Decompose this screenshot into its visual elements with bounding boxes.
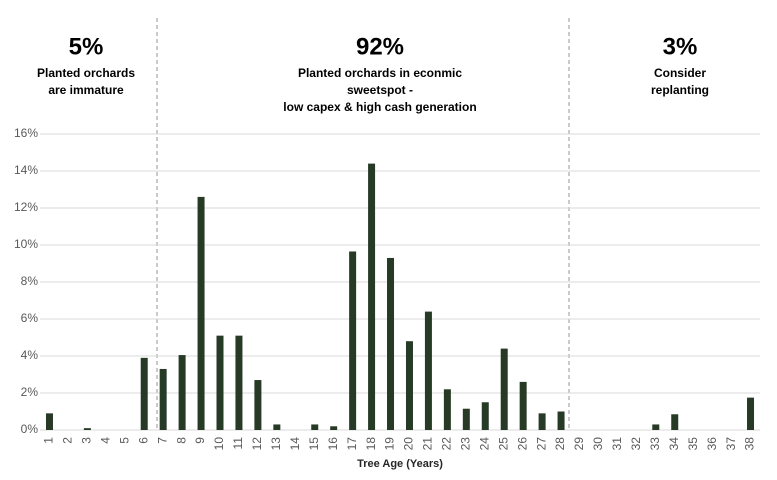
bar — [311, 424, 319, 430]
bar — [443, 389, 451, 430]
annotation-headline: 5% — [69, 33, 104, 60]
bar — [45, 413, 53, 430]
x-tick-label: 31 — [610, 437, 624, 451]
bar — [330, 426, 338, 430]
bar — [387, 257, 395, 430]
x-tick-label: 18 — [364, 437, 378, 451]
x-tick-label: 21 — [421, 437, 435, 451]
bar — [273, 424, 281, 430]
x-tick-label: 4 — [98, 437, 112, 444]
y-tick-label: 16% — [14, 126, 38, 140]
annotation-text: are immature — [48, 83, 124, 97]
x-tick-label: 1 — [42, 437, 56, 444]
annotation-text: Planted orchards in econmic — [298, 66, 462, 80]
x-tick-label: 24 — [477, 437, 491, 451]
x-tick-label: 13 — [269, 437, 283, 451]
x-tick-label: 11 — [231, 437, 245, 450]
x-tick-label: 33 — [648, 437, 662, 451]
bar — [424, 311, 432, 430]
x-tick-label: 19 — [383, 437, 397, 451]
bar — [747, 397, 755, 430]
x-tick-label: 16 — [326, 437, 340, 451]
x-tick-label: 10 — [212, 437, 226, 451]
x-tick-label: 25 — [496, 437, 510, 451]
bar — [140, 357, 148, 430]
x-tick-label: 3 — [80, 437, 94, 444]
y-tick-label: 8% — [21, 274, 39, 288]
x-tick-label: 2 — [61, 437, 75, 444]
x-tick-label: 20 — [402, 437, 416, 451]
x-tick-label: 35 — [686, 437, 700, 451]
x-tick-label: 5 — [117, 437, 131, 444]
x-tick-label: 22 — [440, 437, 454, 451]
annotation-text: sweetspot - — [347, 83, 413, 97]
x-tick-label: 7 — [155, 437, 169, 444]
x-tick-label: 6 — [136, 437, 150, 444]
bar — [368, 163, 376, 430]
x-tick-label: 15 — [307, 437, 321, 451]
bar — [557, 411, 565, 430]
x-tick-label: 14 — [288, 437, 302, 451]
x-tick-label: 26 — [515, 437, 529, 451]
x-tick-label: 28 — [553, 437, 567, 451]
x-tick-label: 34 — [667, 437, 681, 451]
x-axis-label: Tree Age (Years) — [357, 458, 443, 470]
annotation-headline: 92% — [356, 33, 404, 60]
y-tick-label: 0% — [21, 422, 39, 436]
y-tick-label: 6% — [21, 311, 39, 325]
bar — [349, 251, 357, 430]
bar — [671, 414, 679, 430]
x-tick-label: 37 — [724, 437, 738, 451]
bar — [197, 196, 205, 430]
bar — [462, 408, 470, 430]
bar — [83, 428, 91, 430]
bar — [538, 413, 546, 430]
bar — [481, 402, 489, 430]
annotation-text: Planted orchards — [37, 66, 135, 80]
bar — [254, 380, 262, 430]
x-tick-label: 12 — [250, 437, 264, 451]
x-tick-label: 32 — [629, 437, 643, 451]
bar — [519, 381, 527, 430]
y-tick-label: 12% — [14, 200, 38, 214]
x-tick-label: 30 — [591, 437, 605, 451]
x-tick-label: 8 — [174, 437, 188, 444]
bar — [216, 335, 224, 430]
x-tick-label: 27 — [534, 437, 548, 451]
y-tick-label: 2% — [21, 385, 39, 399]
x-tick-label: 17 — [345, 437, 359, 451]
bar — [159, 368, 167, 430]
bar — [652, 424, 660, 430]
bar — [405, 341, 413, 430]
annotation-text: low capex & high cash generation — [283, 100, 476, 114]
annotation-text: replanting — [651, 83, 709, 97]
x-tick-label: 36 — [705, 437, 719, 451]
x-tick-label: 9 — [193, 437, 207, 444]
y-tick-label: 14% — [14, 163, 38, 177]
x-tick-label: 38 — [743, 437, 757, 451]
y-tick-label: 4% — [21, 348, 39, 362]
x-tick-label: 29 — [572, 437, 586, 451]
bar — [235, 335, 243, 430]
bar — [500, 348, 508, 430]
annotation-text: Consider — [654, 66, 706, 80]
y-tick-label: 10% — [14, 237, 38, 251]
annotation-headline: 3% — [663, 33, 698, 60]
bar — [178, 355, 186, 430]
x-tick-label: 23 — [458, 437, 472, 451]
